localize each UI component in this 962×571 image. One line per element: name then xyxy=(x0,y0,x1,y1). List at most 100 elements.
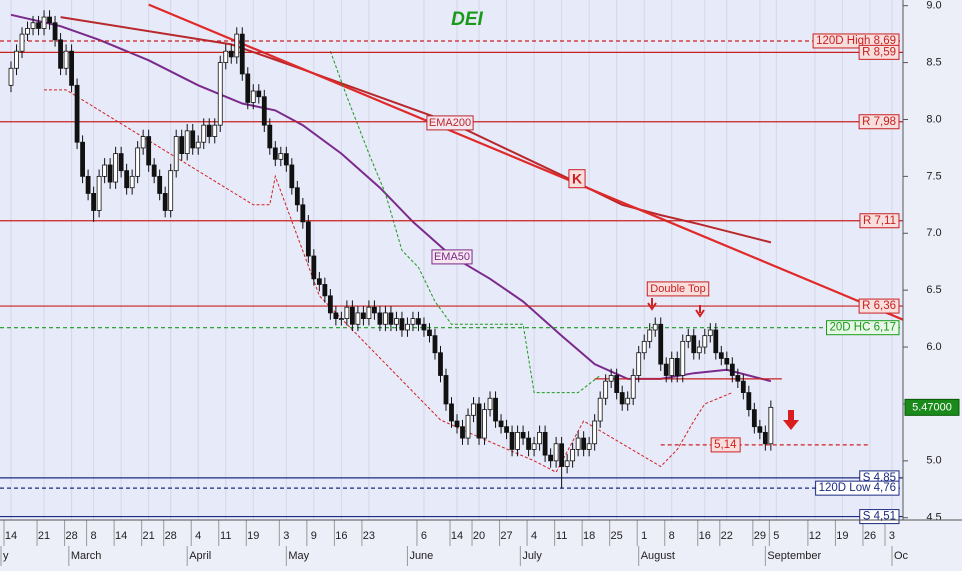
candle-body xyxy=(63,50,69,69)
candle-body xyxy=(344,306,350,319)
x-tick-label: 18 xyxy=(583,530,595,542)
month-label: April xyxy=(189,550,211,562)
x-tick-label: 20 xyxy=(473,530,485,542)
candle-body xyxy=(278,153,284,160)
short-level-box xyxy=(710,437,741,453)
y-tick-label: 6.5 xyxy=(926,284,941,296)
candle-body xyxy=(41,16,47,29)
candle-body xyxy=(366,306,372,319)
month-label: Oc xyxy=(894,550,909,562)
candle-body xyxy=(327,295,333,314)
last-price-box xyxy=(904,398,960,416)
candle-body xyxy=(647,329,653,342)
candle-body xyxy=(228,50,234,58)
candle-body xyxy=(438,352,443,376)
candle-body xyxy=(680,340,686,376)
level-label: 120D High 8,69 xyxy=(816,35,896,47)
candle-body xyxy=(129,175,135,189)
x-tick-label: 16 xyxy=(699,530,711,542)
level-label: 120D Low 4,76 xyxy=(819,482,896,494)
candle-body xyxy=(564,460,570,467)
candle-body xyxy=(118,153,124,172)
candle-body xyxy=(272,147,278,160)
candle-body xyxy=(636,352,642,376)
level-label: R 7,98 xyxy=(862,116,896,128)
candle-body xyxy=(498,420,504,428)
levels xyxy=(0,40,903,518)
last-price-label: 5.47000 xyxy=(912,401,952,413)
candle-body xyxy=(449,403,454,422)
candle-body xyxy=(597,397,603,422)
x-tick-label: 23 xyxy=(363,530,375,542)
candle-body xyxy=(531,443,537,450)
candle-body xyxy=(372,306,377,314)
candle-body xyxy=(724,358,730,365)
candle-body xyxy=(713,329,719,354)
month-label: September xyxy=(767,550,821,562)
candle-body xyxy=(575,437,581,450)
candle-body xyxy=(641,340,647,354)
candle-body xyxy=(184,130,190,155)
level-label-box xyxy=(858,44,900,60)
x-tick-label: 11 xyxy=(220,530,231,542)
candle-body xyxy=(69,50,74,86)
candle-body xyxy=(8,67,14,86)
candle-body xyxy=(349,306,355,325)
x-tick-label: 11 xyxy=(556,530,567,542)
candle-body xyxy=(58,39,63,69)
month-label: May xyxy=(288,550,309,562)
candle-body xyxy=(515,431,520,450)
x-tick-label: 22 xyxy=(721,530,733,542)
candle-body xyxy=(619,392,625,405)
candle-body xyxy=(245,73,251,103)
annotation: K xyxy=(572,171,582,187)
candle-body xyxy=(261,96,267,126)
candle-body xyxy=(487,397,493,411)
x-tick-label: 27 xyxy=(500,530,512,542)
overlay-line xyxy=(44,89,733,473)
x-tick-label: 21 xyxy=(143,530,155,542)
series-label: EMA200 xyxy=(429,117,471,129)
candle-body xyxy=(454,420,460,428)
candle-body xyxy=(399,318,405,331)
y-tick-label: 9.0 xyxy=(926,0,941,12)
candle-body xyxy=(707,329,713,337)
candle-body xyxy=(405,323,410,331)
candle-body xyxy=(592,420,598,445)
x-tick-label: 5 xyxy=(773,530,779,542)
candle-body xyxy=(768,406,774,445)
candle-body xyxy=(206,124,212,137)
candle-body xyxy=(702,335,708,348)
x-tick-label: 28 xyxy=(165,530,177,542)
level-label: S 4,51 xyxy=(863,511,896,523)
y-tick-label: 6.0 xyxy=(926,341,941,353)
candle-body xyxy=(586,443,592,450)
candle-body xyxy=(526,437,531,450)
x-tick-label: 1 xyxy=(641,530,647,542)
candle-body xyxy=(124,170,130,189)
level-label-box xyxy=(812,33,900,49)
chart-title: DEI xyxy=(451,9,483,30)
y-tick-label: 7.0 xyxy=(926,227,941,239)
x-tick-label: 16 xyxy=(335,530,347,542)
candle-body xyxy=(608,375,614,382)
candle-body xyxy=(107,164,113,183)
x-tick-label: 3 xyxy=(283,530,289,542)
candle-body xyxy=(471,403,476,416)
y-tick-label: 8.0 xyxy=(926,113,941,125)
candle-body xyxy=(559,443,565,467)
candle-body xyxy=(146,136,152,166)
candle-body xyxy=(460,426,465,439)
candle-body xyxy=(548,454,554,462)
candle-body xyxy=(195,141,201,149)
candle-body xyxy=(553,443,559,462)
month-label: March xyxy=(71,550,102,562)
level-label: R 8,59 xyxy=(862,46,896,58)
candle-body xyxy=(239,33,245,75)
candle-body xyxy=(388,312,394,325)
x-tick-label: 14 xyxy=(451,530,463,542)
candle-body xyxy=(300,204,306,223)
candle-body xyxy=(614,375,620,393)
candle-body xyxy=(91,193,97,211)
